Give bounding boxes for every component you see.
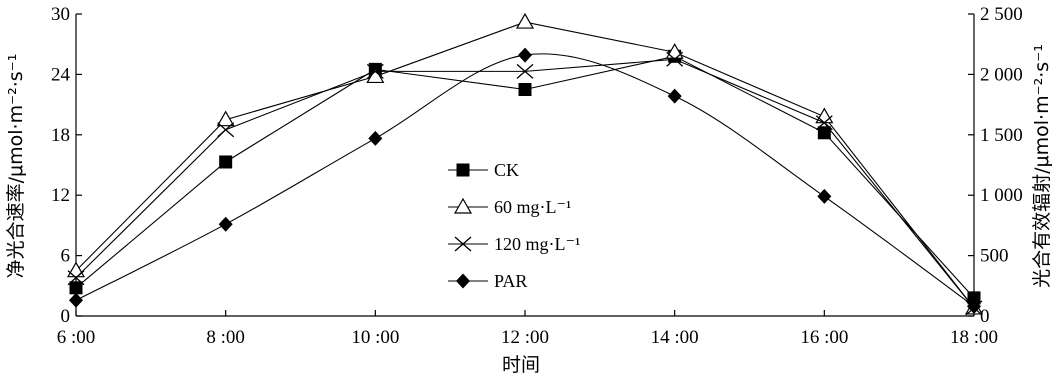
data-point-open-triangle [216,110,235,127]
legend: CK 60 mg·L⁻¹ 120 mg·L⁻¹ PAR [448,160,580,291]
left-y-tick-label: 30 [51,4,70,25]
data-point-open-triangle [515,12,535,29]
data-point-x-cross [516,63,534,79]
x-tick-label: 8 :00 [206,327,245,348]
legend-label: 60 mg·L⁻¹ [494,197,571,217]
left-y-axis-title: 净光合速率/μmol·m⁻²·s⁻¹ [5,54,27,279]
x-tick-label: 14 :00 [651,327,699,348]
data-point-filled-diamond [368,130,383,146]
data-point-filled-square [817,126,831,140]
data-point-x-cross [217,122,235,138]
series-line [75,21,975,309]
right-y-tick-label: 500 [980,246,1009,267]
x-tick-label: 18 :00 [950,327,998,348]
data-point-filled-diamond [218,216,233,232]
legend-marker-open-triangle [453,197,473,214]
data-point-filled-diamond [967,298,981,314]
right-y-axis-title: 光合有效辐射/μmol·m⁻²·s⁻¹ [1031,44,1053,288]
axes: 0 6 12 18 24 30 0 500 1 000 1 500 2 000 2 500 6 :00 8… [51,4,1023,348]
left-y-tick-label: 18 [51,125,70,146]
legend-item: CK [448,160,519,180]
right-y-tick-label: 2 000 [980,64,1023,85]
series-layer [66,12,984,316]
data-point-filled-diamond [667,88,682,104]
data-point-open-triangle [665,43,684,59]
left-y-tick-label: 6 [61,246,71,267]
x-tick-label: 10 :00 [351,327,399,348]
data-point-x-cross [815,115,833,131]
legend-item: PAR [448,271,527,291]
legend-item: 120 mg·L⁻¹ [448,234,580,254]
data-point-filled-square [518,83,532,96]
data-point-filled-diamond [817,188,832,204]
legend-label: PAR [494,271,527,291]
right-y-tick-label: 1 000 [980,185,1023,206]
series-filled-square [69,49,981,305]
data-point-filled-square [219,155,233,169]
left-y-tick-label: 0 [61,306,71,327]
x-tick-label: 6 :00 [57,327,96,348]
series-x-cross [67,51,983,316]
x-axis-title: 时间 [502,354,540,376]
data-point-filled-diamond [518,47,532,63]
legend-label: 120 mg·L⁻¹ [494,234,580,254]
data-point-filled-square [967,291,981,305]
right-y-tick-label: 1 500 [980,125,1023,146]
data-point-filled-diamond [69,292,83,308]
data-point-x-cross [366,63,384,79]
left-y-tick-label: 12 [51,185,70,206]
legend-marker-filled-square [456,163,470,177]
legend-item: 60 mg·L⁻¹ [448,197,571,217]
data-point-x-cross [666,51,684,67]
x-tick-label: 12 :00 [501,327,549,348]
right-y-tick-label: 2 500 [980,4,1023,25]
data-point-x-cross [67,270,85,286]
series-filled-diamond [69,47,981,314]
left-y-tick-label: 24 [51,64,71,85]
legend-marker-x-cross [454,236,472,252]
legend-marker-filled-diamond [456,273,470,289]
data-point-filled-square [69,281,83,295]
right-y-tick-label: 0 [980,306,990,327]
legend-label: CK [494,160,519,180]
x-tick-label: 16 :00 [800,327,848,348]
